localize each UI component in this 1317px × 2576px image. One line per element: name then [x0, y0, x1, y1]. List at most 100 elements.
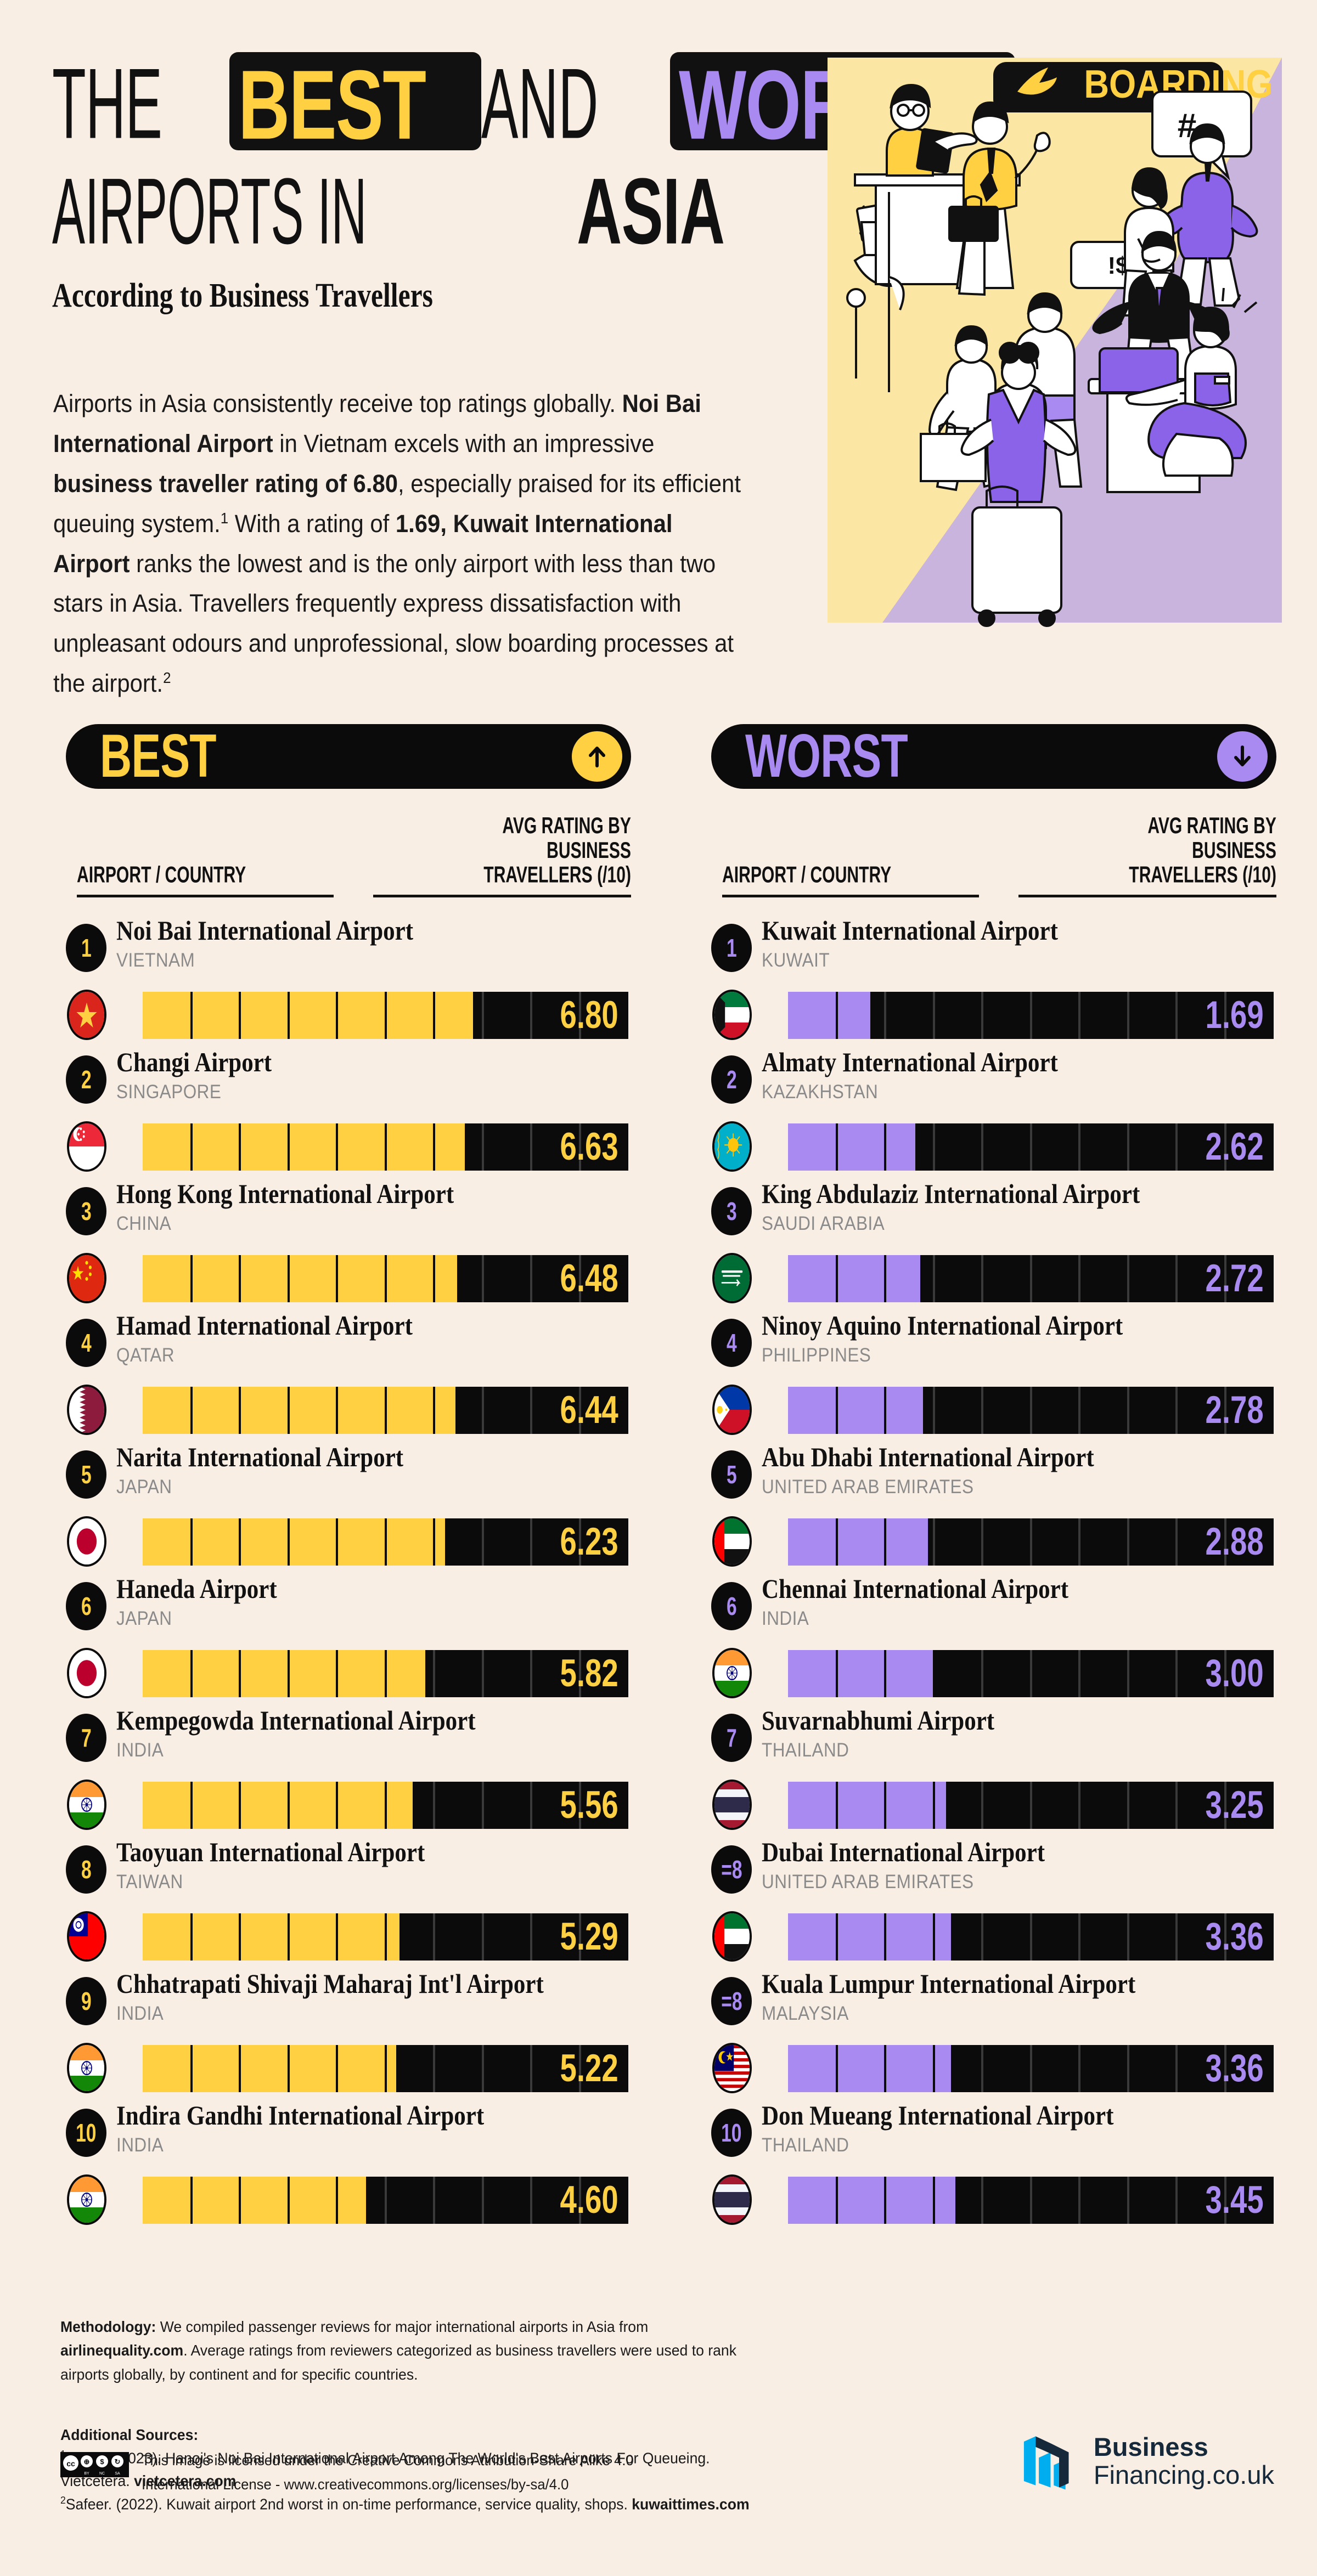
bar-tick: [835, 992, 838, 1040]
rank-number: 8: [81, 1855, 92, 1884]
table-row[interactable]: 2 Almaty International Airport KAZAKHSTAN 2…: [711, 1048, 1276, 1179]
rating-bar: 4.60: [143, 2177, 628, 2224]
table-row[interactable]: 6 Chennai International Airport INDIA 3.00: [711, 1574, 1276, 1706]
row-text: Indira Gandhi International Airport INDIA: [116, 2101, 627, 2156]
table-row[interactable]: 7 Kempegowda International Airport INDIA 5.…: [66, 1706, 631, 1838]
table-row[interactable]: 10 Indira Gandhi International Airport IND…: [66, 2101, 631, 2233]
rating-bar: 6.23: [143, 1518, 628, 1566]
license-text: This image is licensed under the Creativ…: [142, 2449, 634, 2496]
illustration-svg: BOARDING # !$: [828, 58, 1282, 627]
bar-tick: [530, 1123, 532, 1171]
bar-tick: [1127, 992, 1129, 1040]
table-row[interactable]: 3 King Abdulaziz International Airport SAU…: [711, 1179, 1276, 1311]
bar-tick: [481, 1518, 484, 1566]
rank-badge: 1: [711, 924, 752, 973]
bar-tick: [1078, 1650, 1080, 1698]
bar-tick: [239, 2045, 241, 2093]
panel-worst: WORST AIRPORT / COUNTRY AVG RATING BY BU…: [711, 724, 1276, 2233]
bar-tick: [578, 1782, 581, 1829]
bar-tick: [239, 1387, 241, 1434]
country-name: JAPAN: [116, 1476, 172, 1498]
bar-tick: [336, 1650, 338, 1698]
best-rows: 1 Noi Bai International Airport VIETNAM 6.8…: [66, 916, 631, 2233]
rating-value: 2.78: [1205, 1388, 1264, 1432]
bar-tick: [578, 1913, 581, 1961]
bar-tick: [433, 1387, 435, 1434]
bar-tick: [1127, 2177, 1129, 2224]
bar-tick: [1029, 1387, 1032, 1434]
row-text: Taoyuan International Airport TAIWAN: [116, 1838, 627, 1893]
bar-ticks: [788, 1782, 1274, 1829]
table-row[interactable]: 10 Don Mueang International Airport THAILA…: [711, 2101, 1276, 2233]
bar-tick: [981, 1518, 983, 1566]
table-row[interactable]: 1 Kuwait International Airport KUWAIT 1.69: [711, 916, 1276, 1048]
rank-badge: 6: [711, 1582, 752, 1631]
flag-kw-icon: [712, 990, 752, 1041]
bar-tick: [190, 992, 193, 1040]
rating-bar: 5.56: [143, 1782, 628, 1829]
rank-number: 3: [726, 1196, 737, 1226]
table-row[interactable]: 4 Hamad International Airport QATAR 6.44: [66, 1311, 631, 1443]
bar-tick: [433, 992, 435, 1040]
bar-tick: [287, 2045, 290, 2093]
svg-text:SA: SA: [115, 2472, 120, 2476]
bar-tick: [239, 1255, 241, 1303]
table-row[interactable]: 7 Suvarnabhumi Airport THAILAND 3.25: [711, 1706, 1276, 1838]
row-text: Narita International Airport JAPAN: [116, 1443, 627, 1498]
bar-tick: [287, 1913, 290, 1961]
flag-th-icon: [712, 2174, 752, 2225]
bar-tick: [336, 1782, 338, 1829]
airport-name: King Abdulaziz International Airport: [762, 1178, 1140, 1210]
table-row[interactable]: 1 Noi Bai International Airport VIETNAM 6.8…: [66, 916, 631, 1048]
table-row[interactable]: 3 Hong Kong International Airport CHINA 6.4…: [66, 1179, 631, 1311]
table-row[interactable]: 5 Abu Dhabi International Airport UNITED A…: [711, 1443, 1276, 1574]
worst-header-rules: [711, 895, 1276, 898]
traveller-figure-7: [960, 342, 1077, 503]
title-word-and: AND: [481, 47, 599, 160]
rank-number: 4: [81, 1328, 92, 1358]
rating-value: 6.23: [560, 1520, 618, 1564]
table-row[interactable]: 8 Taoyuan International Airport TAIWAN 5.29: [66, 1838, 631, 1969]
arrow-down-icon: [1217, 731, 1268, 782]
rating-bar: 5.22: [143, 2045, 628, 2093]
flag-ph-icon: [712, 1385, 752, 1436]
table-row[interactable]: 6 Haneda Airport JAPAN 5.82: [66, 1574, 631, 1706]
airport-name: Changi Airport: [116, 1047, 272, 1078]
bar-tick: [190, 1913, 193, 1961]
bar-tick: [530, 992, 532, 1040]
table-row[interactable]: 9 Chhatrapati Shivaji Maharaj Int'l Airpo…: [66, 1969, 631, 2101]
flag-in-icon: [712, 1648, 752, 1699]
table-row[interactable]: 4 Ninoy Aquino International Airport PHILI…: [711, 1311, 1276, 1443]
country-name: TAIWAN: [116, 1871, 183, 1893]
rating-bar-fill: [788, 1255, 920, 1303]
table-row[interactable]: 5 Narita International Airport JAPAN 6.23: [66, 1443, 631, 1574]
flag-sg-icon: [67, 1121, 106, 1172]
brand-line-2: Financing.co.uk: [1093, 2460, 1274, 2489]
rank-number: 10: [721, 2118, 742, 2148]
rating-bar-fill: [143, 1123, 465, 1171]
country-name: SINGAPORE: [116, 1081, 222, 1103]
brand-logo[interactable]: Business Financing.co.uk: [1022, 2426, 1274, 2497]
bar-tick: [287, 1518, 290, 1566]
table-row[interactable]: =8 Kuala Lumpur International Airport MALA…: [711, 1969, 1276, 2101]
bar-tick: [932, 1913, 935, 1961]
rank-badge: 10: [711, 2109, 752, 2157]
airport-name: Almaty International Airport: [762, 1047, 1058, 1078]
bar-tick: [190, 1650, 193, 1698]
rating-bar-fill: [143, 1650, 426, 1698]
best-column-headers: AIRPORT / COUNTRY AVG RATING BY BUSINESS…: [66, 814, 631, 887]
rating-bar-fill: [788, 1913, 952, 1961]
table-row[interactable]: 2 Changi Airport SINGAPORE 6.63: [66, 1048, 631, 1179]
rank-badge: 2: [66, 1055, 106, 1104]
brand-line-1: Business: [1093, 2432, 1208, 2462]
bar-ticks: [788, 1123, 1274, 1171]
bar-tick: [1078, 2177, 1080, 2224]
bar-tick: [481, 1387, 484, 1434]
rating-bar-fill: [143, 2177, 367, 2224]
bar-tick: [1078, 1123, 1080, 1171]
rank-badge: 1: [66, 924, 106, 973]
bar-tick: [530, 1518, 532, 1566]
table-row[interactable]: =8 Dubai International Airport UNITED ARAB…: [711, 1838, 1276, 1969]
bar-tick: [481, 1123, 484, 1171]
bar-tick: [384, 1518, 387, 1566]
